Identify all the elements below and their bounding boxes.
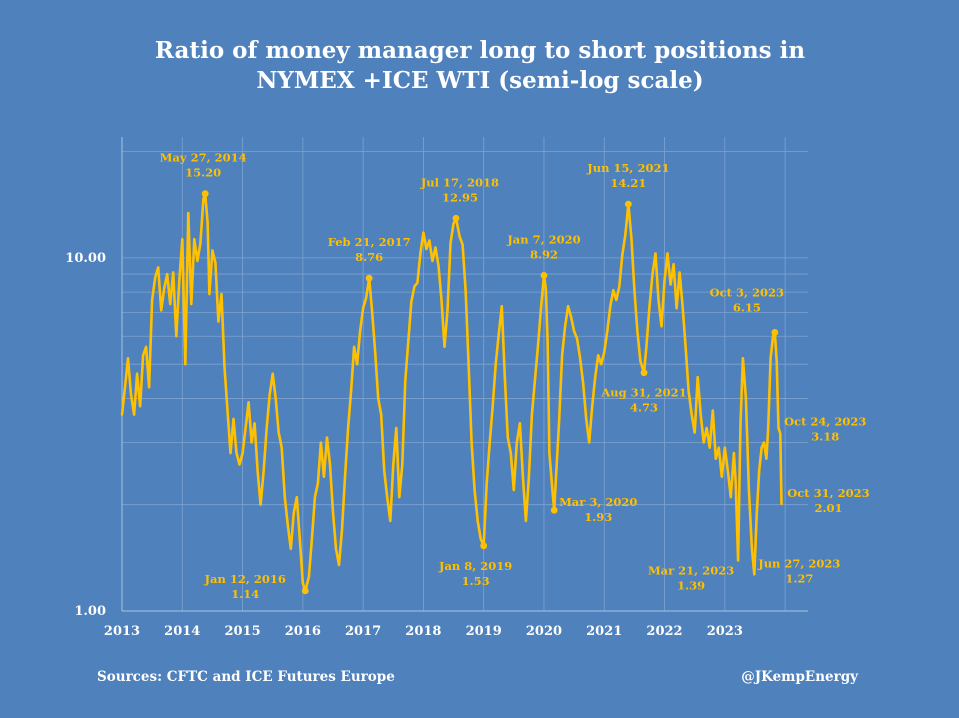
axes: [121, 137, 808, 612]
x-tick-label: 2023: [707, 624, 743, 639]
annotation-point: [452, 214, 460, 222]
y-tick-labels: 1.00 10.00: [65, 251, 106, 619]
annotation-date: Jun 15, 2021: [586, 161, 669, 175]
x-tick-label: 2019: [466, 624, 502, 639]
chart-title: Ratio of money manager long to short pos…: [155, 37, 805, 94]
x-tick-label: 2017: [345, 624, 381, 639]
annotation-date: Jan 12, 2016: [204, 572, 286, 586]
annotation-value: 6.15: [733, 300, 761, 314]
annotation-value: 2.01: [814, 501, 842, 515]
annotation-point: [550, 506, 558, 514]
annotation-point: [624, 200, 632, 208]
x-tick-label: 2020: [526, 624, 562, 639]
annotation-point: [480, 542, 488, 550]
annotation-point: [640, 369, 648, 377]
x-tick-label: 2013: [104, 624, 140, 639]
x-tick-label: 2022: [646, 624, 682, 639]
footer-handle: @JKempEnergy: [741, 669, 859, 685]
annotation-date: Oct 24, 2023: [784, 415, 866, 429]
annotation-value: 1.27: [785, 571, 813, 585]
annotation-point: [771, 329, 779, 336]
x-tick-label: 2021: [586, 624, 622, 639]
annotation-date: May 27, 2014: [160, 151, 247, 165]
annotation-date: Jan 7, 2020: [506, 232, 580, 246]
annotation-date: Aug 31, 2021: [600, 386, 686, 400]
annotation-value: 4.73: [630, 401, 658, 415]
series-group: [120, 192, 783, 593]
annotation-point: [540, 272, 548, 279]
annotation-value: 1.14: [231, 587, 259, 601]
annotation-point: [301, 587, 309, 595]
annotation-date: Jun 27, 2023: [757, 556, 840, 570]
annotation-point: [365, 274, 373, 282]
annotation-date: Oct 31, 2023: [787, 486, 869, 500]
annotation-date: Jan 8, 2019: [438, 559, 512, 573]
series-line: [120, 192, 783, 593]
annotation-date: Jul 17, 2018: [420, 175, 499, 189]
annotation-date: Oct 3, 2023: [710, 285, 784, 299]
annotation-value: 15.20: [185, 166, 221, 180]
x-tick-label: 2014: [164, 624, 200, 639]
annotation-date: Feb 21, 2017: [328, 235, 411, 249]
annotation-point: [201, 190, 209, 198]
chart-title-line-2: NYMEX +ICE WTI (semi-log scale): [256, 67, 703, 94]
annotation-value: 12.95: [442, 190, 478, 204]
annotation-value: 1.93: [584, 510, 612, 524]
annotation-value: 1.53: [462, 574, 490, 588]
footer: Sources: CFTC and ICE Futures Europe @JK…: [97, 669, 859, 685]
annotation-date: Mar 3, 2020: [559, 495, 637, 509]
annotation-value: 8.92: [530, 247, 558, 261]
annotation-value: 3.18: [811, 430, 839, 444]
x-tick-labels: 2013 2014 2015 2016 2017 2018 2019 2020 2021 2022…: [104, 624, 743, 639]
y-tick-label: 10.00: [65, 251, 106, 266]
annotation-date: Mar 21, 2023: [648, 564, 734, 578]
footer-sources: Sources: CFTC and ICE Futures Europe: [97, 669, 395, 685]
annotation-value: 8.76: [355, 250, 383, 264]
x-tick-label: 2015: [224, 624, 260, 639]
annotation-value: 1.39: [677, 579, 705, 593]
y-tick-label: 1.00: [74, 604, 106, 619]
annotation-value: 14.21: [610, 176, 646, 190]
x-tick-label: 2016: [285, 624, 321, 639]
x-tick-label: 2018: [405, 624, 441, 639]
chart-title-line-1: Ratio of money manager long to short pos…: [155, 37, 805, 64]
